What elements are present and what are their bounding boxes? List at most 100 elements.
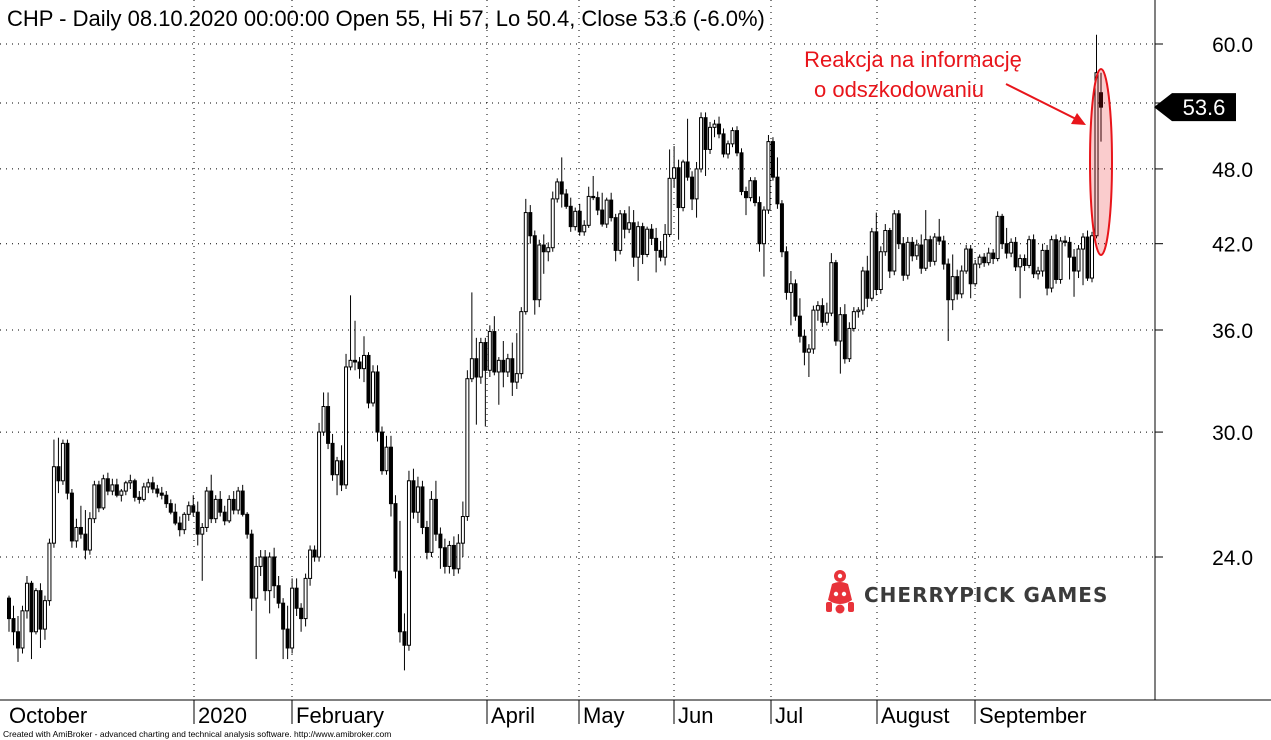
candle (1081, 233, 1086, 286)
candle (159, 486, 164, 500)
candle (1040, 243, 1045, 277)
candle-body-up (42, 600, 47, 630)
candle-body-up (604, 199, 609, 225)
candle-body-up (761, 209, 766, 245)
candle (1076, 245, 1081, 279)
candle-body-up (645, 228, 650, 255)
candle (263, 550, 268, 601)
candle-body-down (222, 511, 227, 522)
candle (887, 227, 892, 279)
candle (231, 491, 236, 515)
candle (249, 529, 254, 611)
candle-body-up (663, 233, 668, 258)
candle-body-down (96, 484, 101, 509)
candle (752, 177, 757, 207)
candle-body-down (7, 597, 11, 620)
candle (914, 239, 919, 260)
candle-body-down (29, 582, 34, 633)
candle (766, 134, 771, 214)
candle (901, 237, 906, 281)
candle (384, 435, 389, 475)
x-tick-label: May (583, 703, 625, 728)
candle (910, 237, 915, 262)
candle-body-down (676, 167, 681, 209)
candle-body-up (829, 262, 834, 314)
candle (577, 203, 582, 236)
candle (213, 495, 218, 524)
candle (168, 499, 173, 515)
candle (1022, 254, 1027, 272)
candle-body-up (415, 486, 420, 513)
annotation-arrow (1005, 83, 1079, 121)
candle-body-up (123, 482, 128, 492)
y-tick-label: 60.0 (1212, 34, 1253, 57)
candle-body-down (568, 205, 573, 228)
candle (339, 445, 344, 492)
candle (748, 177, 753, 202)
candle (555, 178, 560, 203)
candle-body-down (326, 406, 331, 444)
candle (186, 501, 191, 521)
candle (290, 578, 295, 654)
x-axis-ticks: October 2020 February April May Jun Jul August S… (9, 700, 1087, 728)
candle-body-down (658, 249, 663, 258)
candle-body-up (672, 167, 677, 179)
candle (1049, 235, 1054, 293)
candle (694, 161, 699, 218)
candle-body-down (703, 117, 708, 150)
candle-body-up (555, 181, 560, 200)
candle (793, 279, 798, 321)
candle (869, 227, 874, 302)
candle (514, 333, 519, 389)
candle-body-down (532, 235, 537, 301)
candle-body-down (451, 544, 456, 570)
candle-body-up (914, 244, 919, 257)
candle (465, 370, 470, 521)
candle (87, 512, 92, 555)
candle (415, 476, 420, 524)
candle (317, 422, 322, 562)
candle (523, 198, 528, 315)
candle (654, 227, 659, 273)
candle-body-up (811, 309, 816, 350)
candle-body-down (991, 252, 996, 260)
candle-body-up (1009, 241, 1014, 254)
candle (141, 482, 146, 502)
candle-body-down (752, 180, 757, 204)
candle (681, 159, 686, 212)
candle (735, 126, 739, 157)
candle (258, 550, 263, 576)
brand-logo: CHERRYPICK GAMES (826, 570, 1107, 614)
candle-body-down (1031, 239, 1036, 275)
candle-body-down (393, 503, 398, 572)
candle-body-up (317, 431, 322, 558)
candle (892, 210, 897, 276)
candle-body-up (303, 577, 308, 620)
candle (505, 353, 510, 378)
candle-body-down (613, 217, 618, 251)
candle-body-down (294, 587, 299, 609)
candle (878, 246, 883, 294)
candle-body-down (15, 631, 20, 649)
candle-body-up (726, 143, 731, 155)
candle-body-down (330, 442, 335, 476)
candle (537, 239, 542, 308)
candle-body-up (514, 373, 519, 383)
candle (847, 322, 852, 362)
candle (74, 518, 79, 548)
candle (272, 547, 277, 599)
candle-body-down (842, 314, 847, 360)
candle (240, 484, 245, 517)
candle-body-down (433, 498, 438, 535)
candle-body-up (258, 556, 263, 567)
candle (60, 439, 65, 485)
candle-body-down (649, 228, 654, 239)
candle (236, 486, 241, 515)
candle (883, 224, 888, 256)
candle (865, 255, 870, 308)
candle-body-down (833, 262, 838, 342)
candle-body-down (442, 547, 447, 567)
candle (532, 230, 537, 315)
candle-body-down (281, 602, 286, 630)
candle-body-up (815, 305, 820, 311)
